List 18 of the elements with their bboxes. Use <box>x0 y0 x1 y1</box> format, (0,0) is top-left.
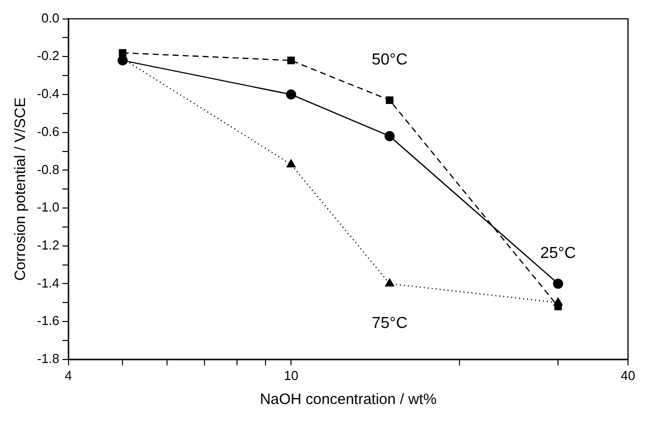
y-tick-label: -1.0 <box>36 200 60 215</box>
y-tick-label: -0.8 <box>36 162 60 177</box>
series-label: 50°C <box>372 52 408 69</box>
y-tick-label: -1.8 <box>36 350 60 366</box>
series-label: 75°C <box>372 315 408 332</box>
x-axis-title: NaOH concentration / wt% <box>260 391 437 408</box>
y-tick-label: -0.4 <box>36 86 60 102</box>
y-tick-label: -1.6 <box>36 313 60 328</box>
y-tick-label: -1.4 <box>36 275 60 290</box>
x-tick-label: 40 <box>620 368 636 383</box>
series-label: 25°C <box>540 245 576 262</box>
y-tick-label: -1.2 <box>36 237 60 252</box>
y-tick-label: -0.6 <box>36 124 60 139</box>
x-tick-label: 4 <box>64 368 72 383</box>
y-tick-label: -0.2 <box>36 48 60 64</box>
y-axis-title: Corrosion potential / V/SCE <box>12 97 30 281</box>
x-tick-label: 10 <box>284 368 298 383</box>
y-tick-label: 0.0 <box>41 10 60 26</box>
